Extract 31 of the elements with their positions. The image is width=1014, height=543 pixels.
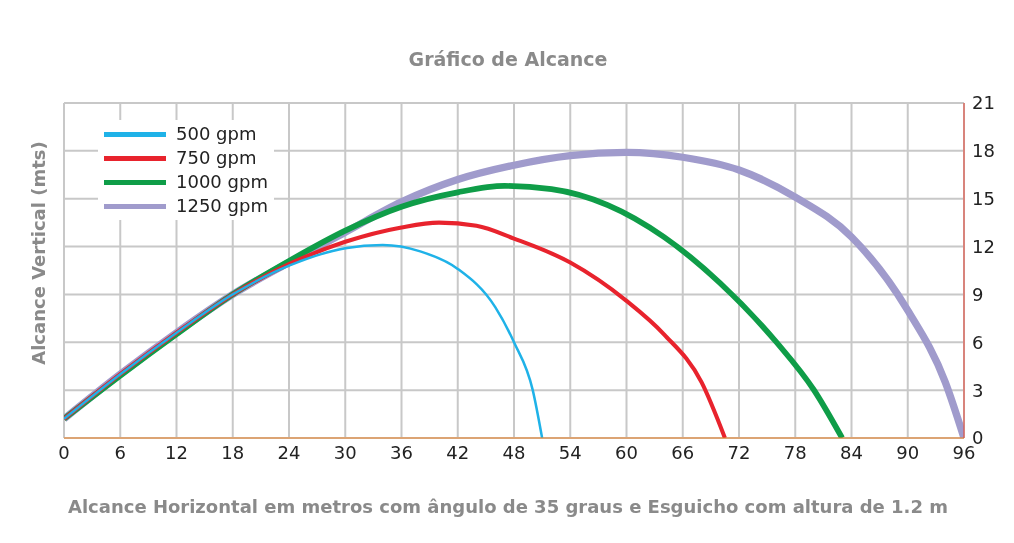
y-tick-label: 9 — [972, 283, 984, 305]
x-tick-label: 78 — [783, 441, 807, 463]
x-tick-label: 18 — [221, 441, 245, 463]
x-tick-label: 48 — [502, 441, 526, 463]
chart-title: Gráfico de Alcance — [407, 48, 609, 70]
x-tick-label: 24 — [277, 441, 301, 463]
legend-label: 750 gpm — [176, 146, 257, 170]
line-series — [64, 243, 544, 438]
x-tick-label: 54 — [558, 441, 582, 463]
legend-label: 500 gpm — [176, 122, 257, 146]
y-tick-label: 21 — [972, 92, 995, 114]
x-tick-label: 0 — [58, 441, 70, 463]
x-tick-label: 84 — [840, 441, 863, 463]
y-tick-label: 12 — [972, 235, 995, 257]
x-tick-label: 36 — [390, 441, 413, 463]
x-tick-label: 66 — [671, 441, 695, 463]
y-tick-label: 18 — [972, 140, 995, 162]
legend-label: 1000 gpm — [176, 170, 268, 194]
x-tick-label: 60 — [615, 441, 638, 463]
y-tick-label: 3 — [972, 379, 984, 401]
x-axis-title: Alcance Horizontal em metros com ângulo de 35 graus e Esguicho com altura de 1.2 m — [67, 496, 949, 517]
x-tick-label: 72 — [727, 441, 751, 463]
y-tick-label: 6 — [972, 331, 984, 353]
y-axis-title: Alcance Vertical (mts) — [27, 141, 49, 365]
legend-label: 1250 gpm — [176, 194, 268, 218]
x-tick-label: 42 — [446, 441, 470, 463]
y-tick-label: 15 — [972, 188, 995, 210]
x-tick-label: 6 — [114, 441, 126, 463]
x-tick-label: 90 — [896, 441, 920, 463]
x-tick-label: 30 — [333, 441, 357, 463]
x-tick-label: 12 — [165, 441, 188, 463]
